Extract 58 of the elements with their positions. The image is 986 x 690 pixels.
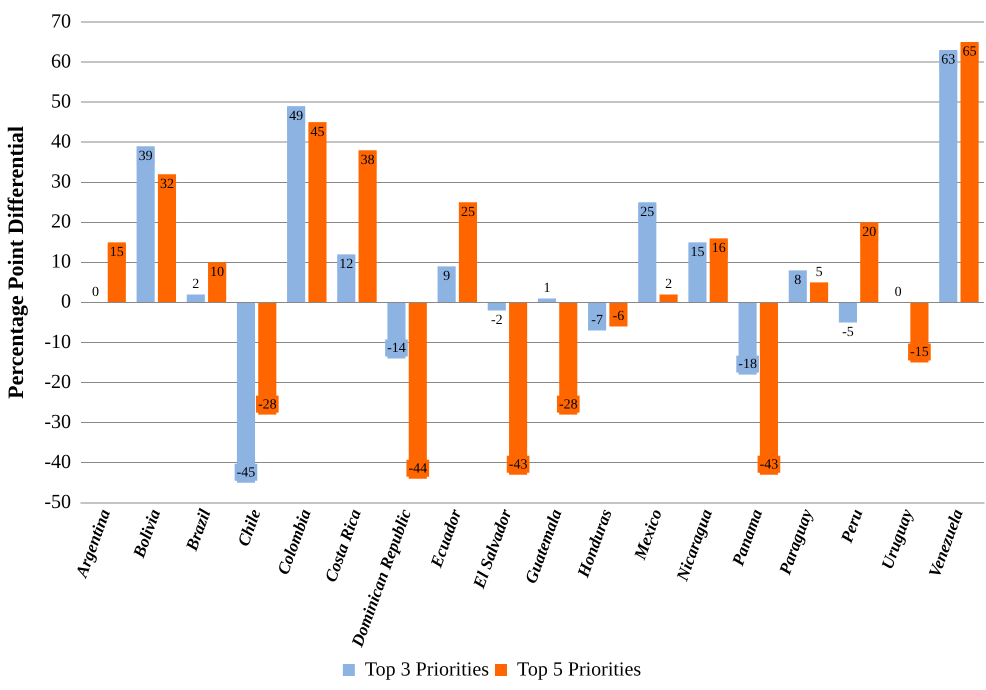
data-label: 15 [110, 245, 124, 260]
x-tick-label: Chile [234, 506, 265, 549]
data-label: 65 [962, 44, 977, 60]
data-label: 2 [192, 277, 200, 292]
y-tick-label: 40 [51, 130, 72, 152]
data-label: 63 [941, 52, 956, 68]
y-tick-label: 70 [51, 10, 72, 32]
data-label: 39 [138, 148, 153, 164]
data-label: -28 [558, 397, 578, 412]
y-tick-label: 30 [51, 170, 72, 193]
y-tick-label: 50 [51, 90, 72, 112]
data-label: 45 [310, 124, 324, 140]
data-label: -6 [612, 309, 624, 324]
y-axis-title: Percentage Point Differential [2, 126, 28, 399]
y-tick-label: 0 [61, 290, 72, 313]
y-tick-label: -10 [44, 330, 72, 353]
data-label: 12 [339, 257, 354, 272]
data-label: -44 [408, 461, 428, 476]
data-label: -15 [910, 345, 929, 360]
data-label: 38 [360, 152, 375, 168]
data-label: 20 [862, 225, 876, 240]
data-label: 15 [690, 245, 704, 260]
y-tick-label: -40 [44, 450, 72, 473]
y-tick-label: 20 [51, 210, 72, 233]
data-label: -2 [490, 313, 503, 328]
data-label: -18 [738, 357, 757, 372]
y-tick-label: -50 [44, 491, 72, 514]
legend-label: Top 5 Priorities [517, 658, 642, 680]
data-label: 2 [665, 277, 672, 292]
data-label: 16 [712, 241, 726, 256]
y-tick-label: -20 [44, 370, 72, 393]
x-tick-label: Brazil [182, 506, 214, 554]
data-label: -14 [387, 341, 406, 356]
x-tick-label: Bolivia [128, 506, 164, 562]
data-label: 8 [794, 273, 802, 288]
data-label: -45 [236, 465, 256, 480]
data-label: -28 [258, 397, 277, 412]
y-tick-label: -30 [44, 410, 72, 433]
data-label: 1 [543, 281, 550, 296]
y-tick-label: 10 [51, 250, 72, 273]
data-label: 32 [160, 176, 174, 192]
x-tick-label: Peru [836, 506, 866, 546]
data-label: 5 [816, 265, 823, 280]
data-label: 9 [443, 269, 450, 284]
data-label: 25 [640, 204, 654, 220]
data-label: 0 [92, 285, 99, 300]
data-label: -43 [760, 457, 778, 472]
data-label: 0 [894, 285, 902, 300]
y-tick-label: 60 [51, 50, 72, 72]
x-tick-label: Mexico [630, 506, 666, 563]
data-label: 25 [460, 204, 475, 220]
legend-label: Top 3 Priorities [364, 658, 490, 680]
data-label: 10 [210, 265, 224, 280]
data-label: -7 [591, 313, 603, 328]
x-tick-label: Costa Rica [321, 506, 366, 585]
data-label: 49 [289, 108, 304, 124]
data-label: -43 [508, 457, 528, 472]
data-label: -5 [842, 325, 854, 340]
